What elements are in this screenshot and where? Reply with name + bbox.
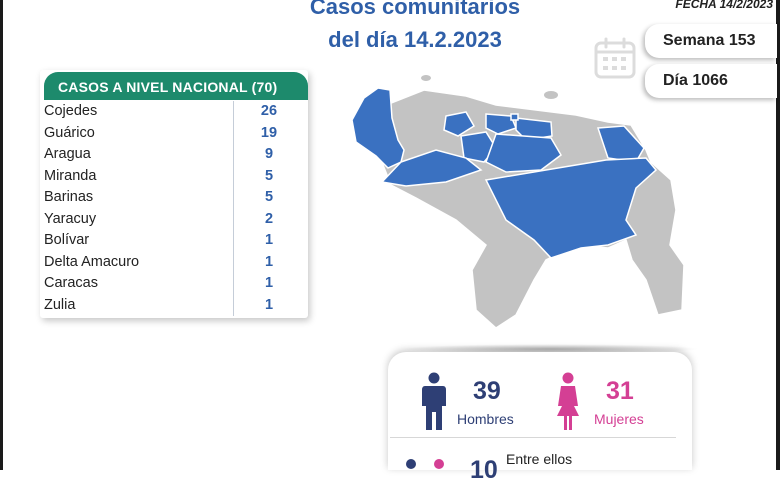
woman-icon [557, 372, 579, 430]
table-row: Barinas 5 [40, 187, 308, 209]
state-name: Barinas [44, 189, 94, 205]
state-name: Zulia [44, 296, 76, 313]
page-title-line1: Casos comunitarios [309, 0, 521, 19]
state-name: Delta Amacuro [44, 253, 140, 270]
women-count: 31 [606, 377, 634, 405]
table-row: Bolívar 1 [40, 230, 308, 252]
map-state-aragua [485, 113, 518, 135]
state-name: Yaracuy [44, 210, 97, 227]
map-state-delta-amacuro [596, 125, 645, 163]
state-cases: 2 [264, 210, 274, 227]
state-cases: 1 [264, 232, 274, 248]
table-row: Aragua 9 [40, 144, 308, 166]
venezuela-map [351, 75, 685, 329]
partial-count: 10 [470, 456, 498, 484]
man-icon [406, 459, 416, 469]
state-cases: 19 [260, 124, 278, 141]
stats-separator [390, 437, 676, 438]
table-row: Yaracuy 2 [40, 209, 308, 231]
men-count: 39 [473, 377, 501, 405]
table-row: Cojedes 26 [40, 101, 308, 123]
table-row: Guárico 19 [40, 123, 308, 145]
right-frame-border [776, 0, 780, 470]
men-label: Hombres [457, 411, 514, 427]
national-cases-header: CASOS A NIVEL NACIONAL (70) [44, 72, 308, 100]
report-date: FECHA 14/2/2023 [675, 0, 773, 11]
map-island [544, 91, 558, 99]
table-row: Delta Amacuro 1 [40, 252, 308, 274]
table-row: Zulia 1 [40, 295, 308, 317]
state-name: Miranda [44, 167, 97, 184]
woman-icon [434, 459, 444, 469]
state-cases: 1 [264, 253, 274, 270]
map-state-guarico [485, 133, 562, 173]
map-state-yaracuy [443, 111, 476, 137]
man-icon [422, 372, 446, 430]
state-cases: 5 [264, 167, 274, 184]
table-row: Caracas 1 [40, 273, 308, 295]
state-cases: 9 [264, 146, 274, 162]
week-badge: Semana 153 [645, 24, 777, 58]
stats-shadow [400, 344, 700, 354]
state-cases: 5 [264, 189, 274, 205]
women-label: Mujeres [594, 411, 644, 427]
map-state-caracas [510, 113, 519, 121]
state-name: Bolívar [44, 232, 90, 248]
state-cases: 26 [260, 103, 278, 119]
table-row: Miranda 5 [40, 166, 308, 188]
national-cases-rows: Cojedes 26 Guárico 19 Aragua 9 Miranda 5 Barinas… [40, 101, 308, 316]
left-frame-border [0, 0, 3, 470]
map-state-bolivar [484, 157, 658, 259]
page-title-line2: del día 14.2.2023 [328, 27, 502, 52]
national-cases-panel [40, 70, 308, 318]
state-cases: 1 [264, 296, 274, 313]
state-cases: 1 [264, 275, 274, 291]
map-state-barinas [380, 149, 483, 187]
table-divider [233, 101, 234, 316]
state-name: Caracas [44, 275, 98, 291]
map-island [421, 75, 431, 81]
map-state-zulia [351, 87, 405, 169]
state-name: Cojedes [44, 103, 98, 119]
state-name: Aragua [44, 146, 91, 162]
calendar-icon [594, 37, 636, 79]
between-label: Entre ellos [506, 451, 573, 467]
state-name: Guárico [44, 124, 95, 141]
day-badge: Día 1066 [645, 64, 777, 98]
